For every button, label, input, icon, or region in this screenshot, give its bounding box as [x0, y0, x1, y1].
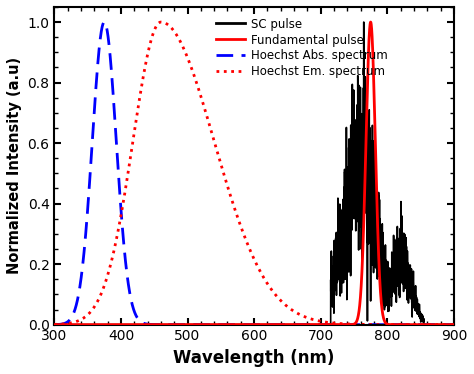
Legend: SC pulse, Fundamental pulse, Hoechst Abs. spectrum, Hoechst Em. spectrum: SC pulse, Fundamental pulse, Hoechst Abs… [211, 13, 393, 83]
X-axis label: Wavelength (nm): Wavelength (nm) [173, 349, 335, 367]
Y-axis label: Normalized Intensity (a.u): Normalized Intensity (a.u) [7, 57, 22, 275]
